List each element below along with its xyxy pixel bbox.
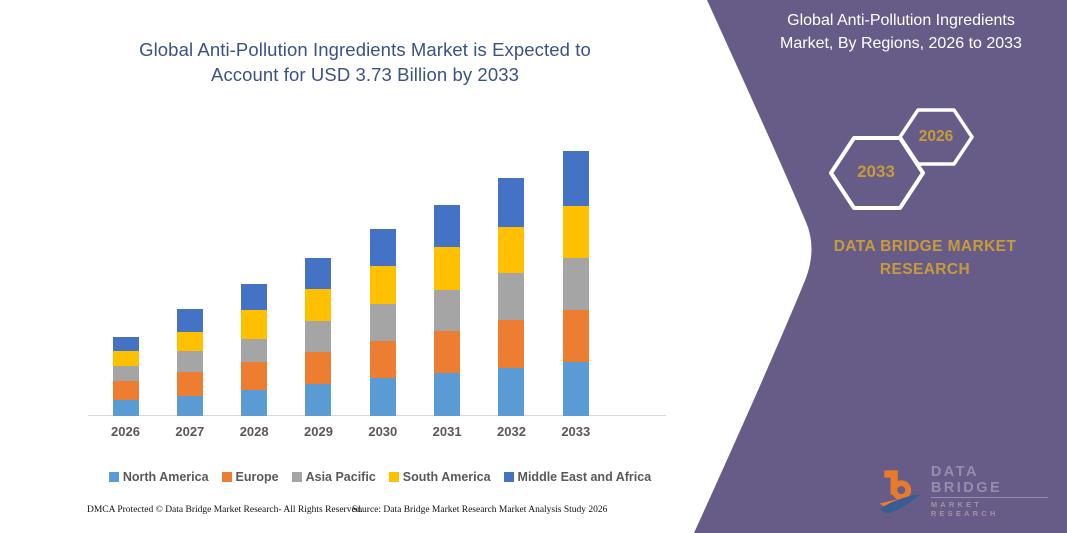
legend-item-north-america: North America <box>108 470 209 484</box>
legend-item-europe: Europe <box>221 470 279 484</box>
chart-headline-line1: Global Anti-Pollution Ingredients Market… <box>139 39 591 60</box>
panel-title: Global Anti-Pollution Ingredients Market… <box>745 9 1057 55</box>
panel-title-line2: Market, By Regions, 2026 to 2033 <box>780 35 1022 52</box>
chart-legend: North America Europe Asia Pacific South Ame… <box>80 470 680 484</box>
legend-label: North America <box>122 470 209 484</box>
legend-item-asia-pacific: Asia Pacific <box>291 470 376 484</box>
legend-item-middle-east-and-africa: Middle East and Africa <box>503 470 652 484</box>
logo-wordmark-group: DATA BRIDGE MARKET RESEARCH <box>930 464 1048 518</box>
chart-headline: Global Anti-Pollution Ingredients Market… <box>75 37 655 87</box>
year-hexagons <box>829 108 974 210</box>
hexagon-year-2033: 2033 <box>857 162 895 181</box>
hexagon-2033 <box>829 136 925 210</box>
brand-line1: DATA BRIDGE MARKET <box>833 238 1017 255</box>
source-note: Source: Data Bridge Market Research Mark… <box>352 505 608 515</box>
legend-marker <box>291 472 302 482</box>
legend-marker <box>221 472 232 482</box>
logo-tagline: MARKET RESEARCH <box>930 500 999 518</box>
legend-label: Europe <box>235 470 279 484</box>
logo-wordmark: DATA BRIDGE <box>930 464 1048 498</box>
hexagon-2026 <box>898 108 974 166</box>
purple-panel-shape <box>694 0 1067 533</box>
dmca-notice: DMCA Protected © Data Bridge Market Rese… <box>87 505 363 515</box>
brand-line2: RESEARCH <box>879 261 971 278</box>
legend-label: South America <box>402 470 491 484</box>
chart-headline-line2: Account for USD 3.73 Billion by 2033 <box>211 64 519 85</box>
legend-label: Middle East and Africa <box>517 470 652 484</box>
legend-marker <box>503 472 514 482</box>
legend-item-south-america: South America <box>388 470 491 484</box>
panel-title-line1: Global Anti-Pollution Ingredients <box>787 12 1015 29</box>
legend-marker <box>388 472 399 482</box>
hexagon-year-2026: 2026 <box>918 128 954 145</box>
dbmr-logo: DATA BRIDGE MARKET RESEARCH <box>878 464 1048 518</box>
dbmr-logo-icon <box>879 470 922 514</box>
legend-marker <box>108 472 119 482</box>
legend-label: Asia Pacific <box>305 470 376 484</box>
brand-name: DATA BRIDGE MARKET RESEARCH <box>795 235 1055 281</box>
